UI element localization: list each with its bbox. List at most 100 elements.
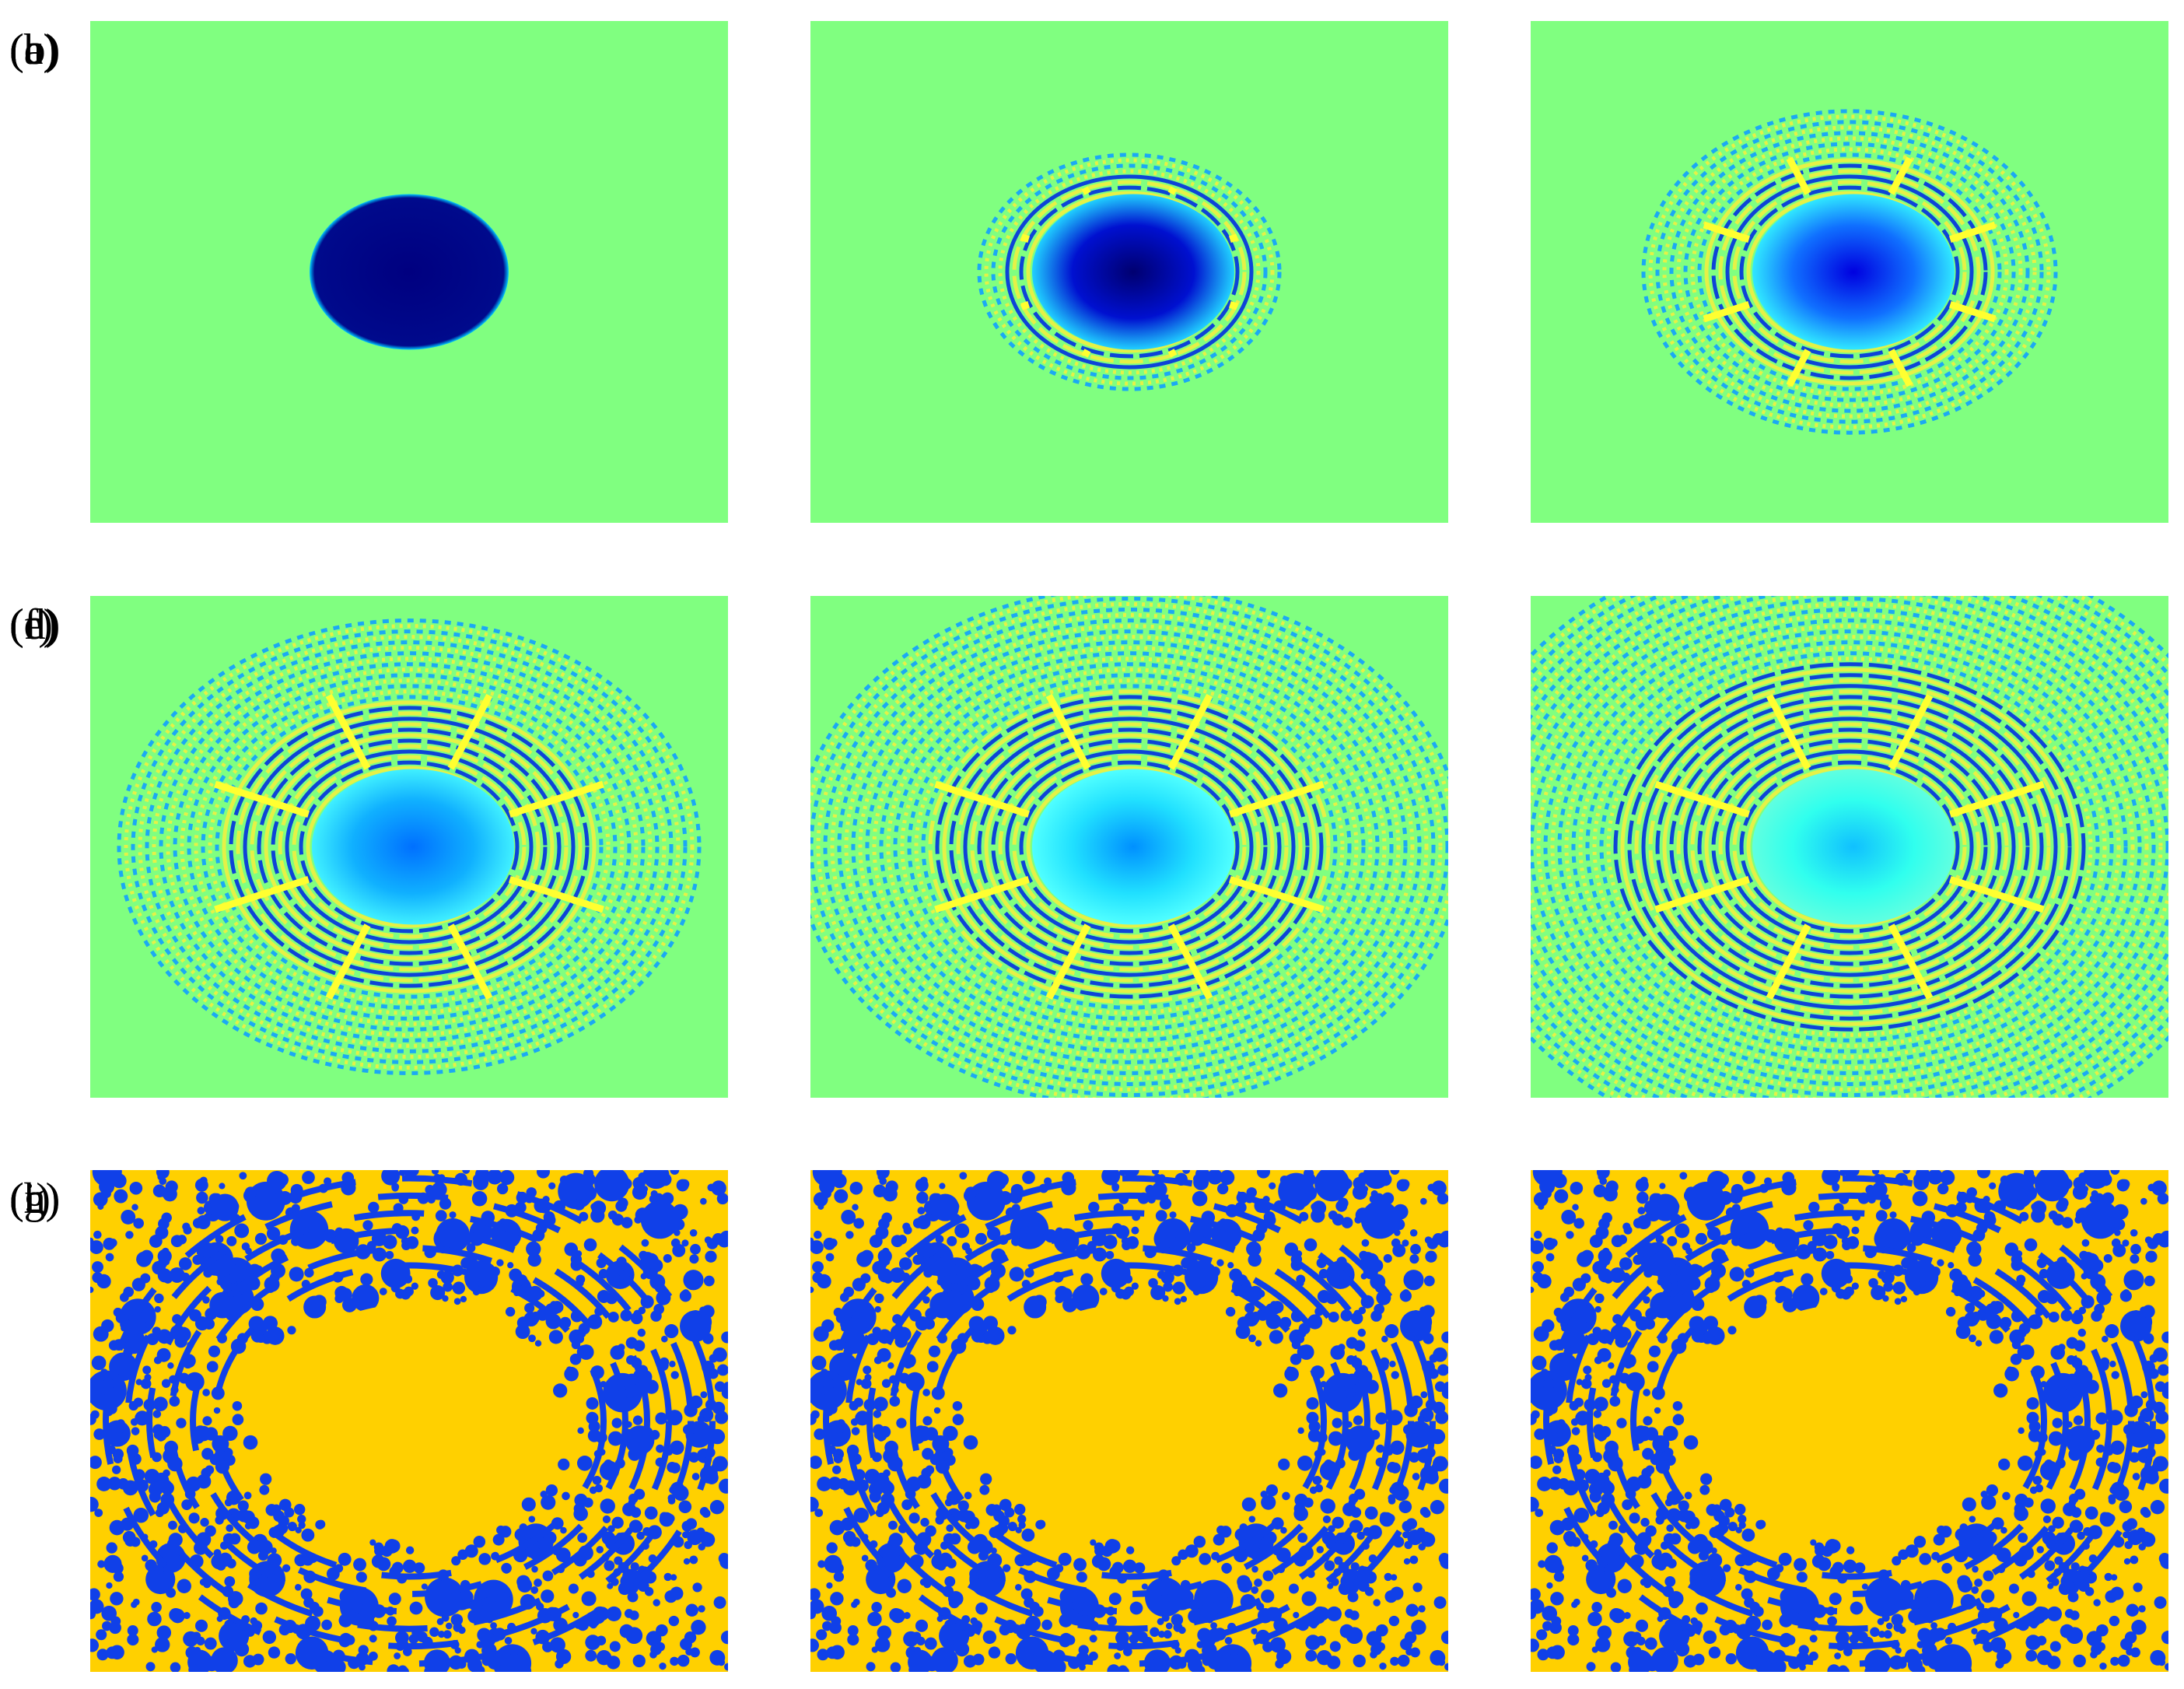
blob [872,1326,881,1336]
blob [1553,1307,1563,1317]
blob [948,1273,958,1284]
blob [1423,1275,1435,1287]
blob [1700,1473,1713,1485]
blob [717,1364,728,1376]
ripple [1718,169,1981,375]
blob [1171,1556,1181,1566]
blob [1537,1274,1552,1289]
ripple [1690,147,2009,397]
blob [1307,1314,1323,1330]
blob [2140,1507,2150,1516]
blob [2081,1239,2090,1247]
blob [1020,1588,1033,1600]
blob [611,1516,624,1529]
blob [1304,1238,1318,1252]
blob [1663,1425,1678,1442]
blob [841,1209,856,1225]
blob [1868,1277,1878,1288]
streak [1228,301,1238,310]
blob [1433,1596,1447,1609]
blob [681,1239,689,1247]
blob [90,1410,100,1419]
blob [303,1596,314,1608]
ripple [1641,109,2058,435]
blob [2102,1192,2115,1205]
blob [829,1519,845,1536]
blob [1971,1628,1978,1635]
blob [1966,1241,1982,1256]
blob [1349,1610,1360,1621]
blob [1643,1416,1653,1426]
blob [587,1428,601,1442]
blob [1251,1586,1259,1594]
blob [245,1247,252,1255]
blob [855,1410,870,1426]
blob [1563,1347,1573,1358]
blob [1752,1606,1764,1617]
blob [398,1170,406,1176]
ripple [1669,706,2030,988]
blob [1353,1415,1363,1425]
blob [922,1389,930,1396]
ripple [1606,657,2093,1037]
blob [115,1425,124,1435]
blob [234,1259,242,1267]
blob [629,1610,639,1621]
ripple [998,744,1261,950]
blob [2093,1312,2101,1320]
blob [1350,1312,1363,1325]
blob [1311,1208,1325,1223]
blob [1556,1425,1565,1435]
blob [169,1396,180,1407]
blob [889,1607,903,1622]
blob [843,1347,853,1358]
panel [1531,1170,2168,1672]
blob [436,1617,444,1625]
blob [411,1226,419,1235]
blob [2060,1624,2074,1638]
blob [1881,1235,1895,1248]
blob [285,1653,296,1665]
blob [640,1200,679,1239]
blob [1332,1417,1342,1428]
blob [1762,1619,1773,1631]
blob [2145,1250,2158,1263]
blob [646,1631,662,1647]
blob [1695,1232,1707,1245]
blob [135,1410,150,1426]
blob [833,1572,845,1582]
blob [224,1575,236,1587]
blob [2121,1500,2130,1509]
blob [924,1656,940,1672]
blob [466,1243,476,1253]
blob [689,1254,699,1264]
blob [142,1365,152,1375]
blob [952,1414,964,1426]
blob [1809,1635,1818,1643]
blob [1583,1365,1592,1375]
blob [2100,1512,2109,1521]
panel [810,21,1448,523]
blob [1580,1273,1591,1284]
blob [1593,1410,1602,1418]
blob [113,1307,123,1317]
blob [2049,1641,2061,1652]
blob [1276,1547,1291,1563]
blob [122,1530,136,1544]
blob [873,1410,882,1418]
ripple [1725,749,1974,944]
blob [1316,1546,1324,1554]
blob [714,1381,726,1393]
blob [577,1427,584,1435]
blob [596,1635,607,1645]
blob [810,1456,822,1470]
blob [2042,1515,2051,1524]
blob [2114,1229,2121,1236]
ripple [1718,744,1981,950]
ripple [1676,136,2023,408]
blob [1682,1510,1696,1524]
streak [1228,876,1325,913]
blob [429,1627,439,1637]
blob [681,1520,693,1532]
blob [436,1270,446,1279]
